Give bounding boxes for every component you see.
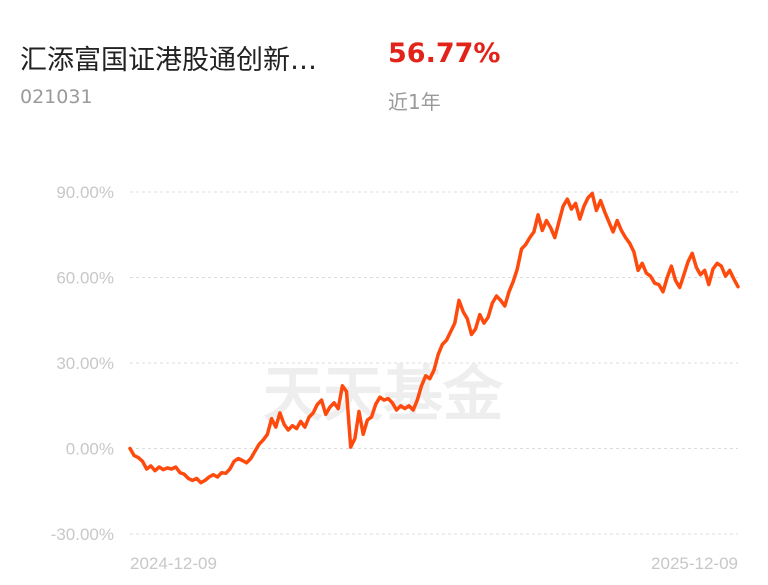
y-axis-labels: 90.00% 60.00% 30.00% 0.00% -30.00%: [51, 183, 114, 544]
fund-code: 021031: [20, 86, 93, 108]
chart-grid: [130, 191, 738, 535]
x-axis-labels: 2024-12-09 2025-12-09: [130, 554, 738, 573]
x-tick-label: 2024-12-09: [130, 554, 217, 573]
x-tick-label: 2025-12-09: [651, 554, 738, 573]
y-tick-label: 0.00%: [66, 440, 114, 459]
fund-name: 汇添富国证港股通创新…: [20, 45, 317, 76]
y-tick-label: 60.00%: [56, 269, 114, 288]
y-tick-label: 90.00%: [56, 183, 114, 202]
return-value: 56.77%: [388, 38, 501, 69]
y-tick-label: 30.00%: [56, 354, 114, 373]
y-tick-label: -30.00%: [51, 525, 114, 544]
return-line: [128, 191, 740, 485]
watermark: 天天基金: [263, 360, 504, 430]
period-label: 近1年: [388, 90, 441, 114]
